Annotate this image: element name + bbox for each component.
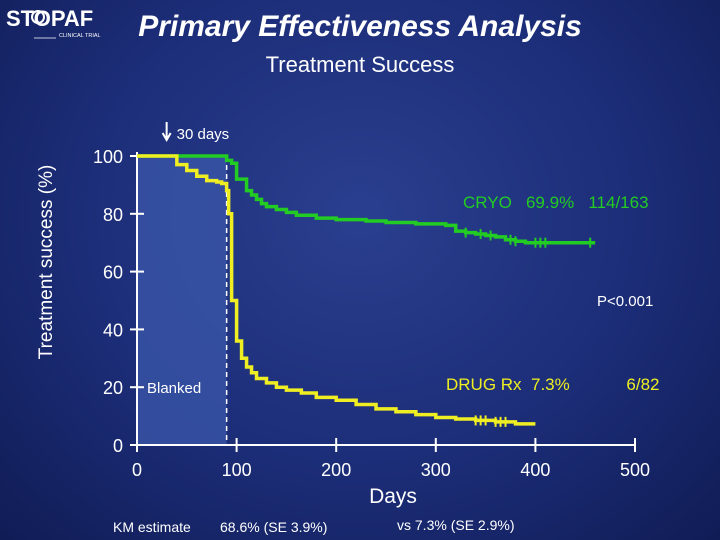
- cryo-series-line: [137, 154, 596, 245]
- chart-subtitle: Treatment Success: [266, 52, 455, 77]
- chart-title: Primary Effectiveness Analysis: [138, 10, 582, 43]
- logo-target-icon: [31, 10, 45, 24]
- y-axis-label: Treatment success (%): [36, 165, 57, 360]
- cryo-km-estimate: 68.6% (SE 3.9%): [220, 519, 327, 535]
- x-tick-label: 300: [421, 460, 451, 480]
- x-axis-label: Days: [369, 485, 417, 508]
- y-tick-label: 80: [103, 205, 123, 225]
- y-tick-label: 20: [103, 378, 123, 398]
- axes: 0 20 40 60 80 100 0 100 200 300 400 500: [93, 147, 650, 480]
- x-tick-label: 200: [321, 460, 351, 480]
- y-tick-label: 40: [103, 320, 123, 340]
- x-tick-label: 400: [520, 460, 550, 480]
- series-layer: [137, 154, 596, 427]
- blanked-rect: [137, 156, 227, 445]
- y-tick-label: 0: [113, 436, 123, 456]
- y-tick-label: 100: [93, 147, 123, 167]
- down-arrow-icon: [161, 122, 172, 143]
- km-estimate-label: KM estimate: [113, 519, 191, 535]
- x-tick-label: 100: [222, 460, 252, 480]
- drug-km-estimate: vs 7.3% (SE 2.9%): [397, 517, 515, 533]
- cryo-series-label: CRYO 69.9% 114/163: [463, 193, 649, 212]
- blanked-label: Blanked: [147, 380, 201, 397]
- p-value: P<0.001: [597, 293, 653, 310]
- x-tick-label: 500: [620, 460, 650, 480]
- logo-brand: STOPAF: [6, 6, 93, 31]
- drug-series-line: [137, 154, 536, 426]
- y-tick-label: 60: [103, 263, 123, 283]
- logo-subtitle: CLINICAL TRIAL: [59, 33, 101, 39]
- x-tick-label: 0: [132, 460, 142, 480]
- drug-series-label: DRUG Rx 7.3% 6/82: [446, 375, 660, 394]
- stopaf-logo: STOPAF CLINICAL TRIAL: [6, 6, 101, 39]
- blanked-region: Blanked: [137, 156, 228, 445]
- thirty-days-label: 30 days: [177, 126, 230, 143]
- thirty-days-marker: 30 days: [161, 122, 230, 143]
